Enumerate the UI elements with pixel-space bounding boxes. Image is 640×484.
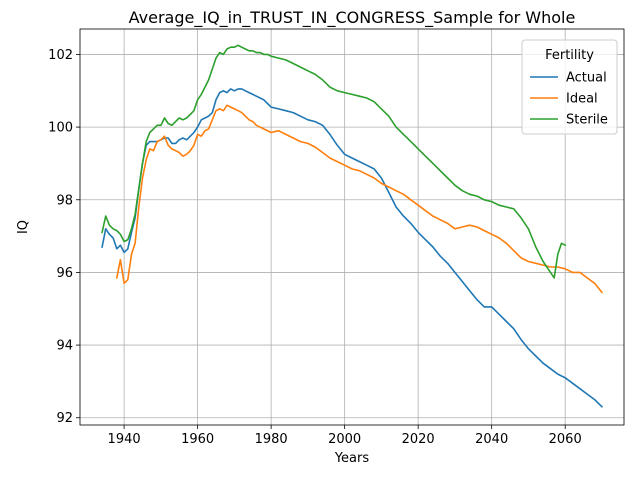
x-axis-label: Years: [334, 451, 370, 466]
x-tick-label: 2040: [475, 432, 508, 447]
legend-title: Fertility: [545, 48, 594, 63]
legend-label-ideal: Ideal: [566, 92, 598, 107]
axis-ticks: 1940 1960 1980 2000 2020 2040 2060 92 94 96 98 100 1…: [48, 48, 582, 447]
y-tick-label: 94: [56, 339, 73, 354]
y-axis-label: IQ: [16, 220, 31, 234]
grid: [80, 29, 624, 425]
x-tick-label: 1960: [181, 432, 214, 447]
y-tick-label: 96: [56, 266, 73, 281]
series-line-sterile: [101, 44, 567, 279]
y-tick-label: 100: [48, 121, 73, 136]
legend: Fertility Actual Ideal Sterile: [521, 39, 618, 135]
y-tick-label: 92: [56, 411, 73, 426]
legend-box: [521, 39, 618, 135]
chart-title: Average_IQ_in_TRUST_IN_CONGRESS_Sample f…: [129, 8, 576, 28]
x-tick-label: 2000: [328, 432, 361, 447]
x-tick-label: 2020: [402, 432, 435, 447]
x-tick-label: 1940: [108, 432, 141, 447]
y-tick-label: 98: [56, 193, 73, 208]
series-line-ideal: [115, 104, 604, 294]
y-tick-label: 102: [48, 48, 73, 63]
x-tick-label: 2060: [549, 432, 582, 447]
legend-entries: Actual Ideal Sterile: [530, 71, 608, 128]
legend-label-actual: Actual: [566, 71, 607, 86]
series-lines: [101, 44, 604, 408]
plot-area-frame: [79, 28, 625, 426]
x-tick-label: 1980: [255, 432, 288, 447]
legend-label-sterile: Sterile: [566, 113, 608, 128]
